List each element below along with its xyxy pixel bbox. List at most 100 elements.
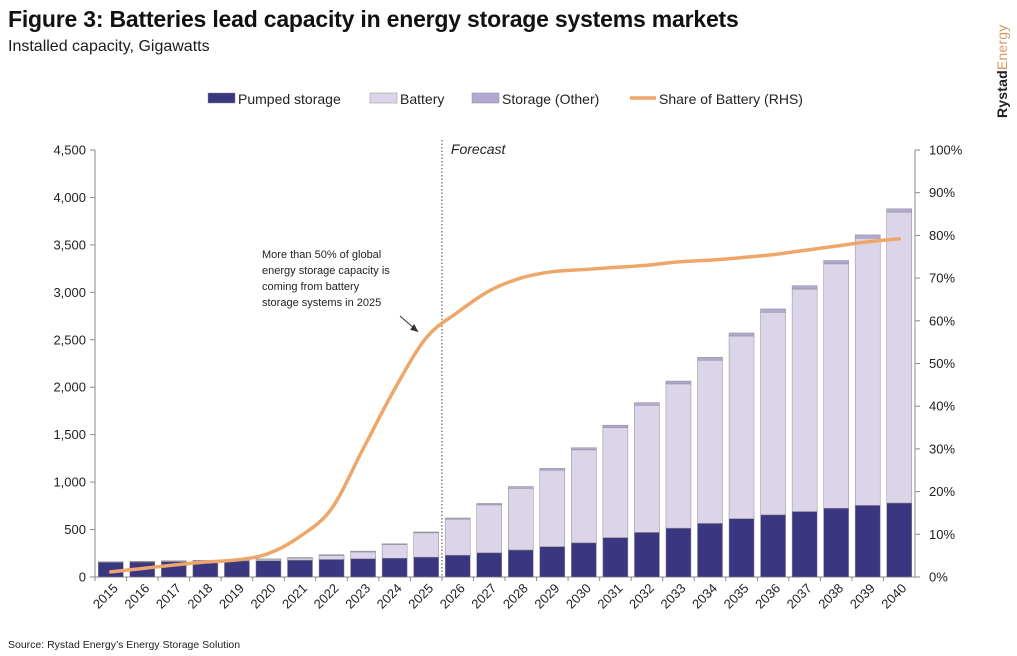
x-tick-label: 2016: [121, 581, 152, 612]
bar-pumped-storage-2020: [255, 560, 282, 578]
legend-label: Battery: [400, 91, 444, 107]
x-tick-label: 2032: [626, 581, 657, 612]
x-tick-label: 2031: [594, 581, 625, 612]
y-tick-label: 1,500: [53, 427, 86, 442]
bar-storage-other-2039: [854, 234, 881, 239]
bar-battery-2025: [413, 532, 439, 558]
bar-storage-other-2028: [508, 486, 534, 489]
bar-storage-other-2023: [350, 550, 376, 553]
bar-pumped-storage-2037: [791, 511, 818, 578]
bar-storage-other-2029: [539, 468, 566, 471]
bar-pumped-storage-2032: [634, 532, 660, 578]
legend-swatch: [471, 92, 500, 104]
bar-battery-2029: [539, 470, 566, 547]
x-tick-label: 2025: [405, 581, 436, 612]
x-tick-label: 2033: [658, 581, 689, 612]
y-tick-label: 1,000: [53, 475, 86, 490]
x-tick-label: 2017: [153, 581, 184, 612]
chart-title: Figure 3: Batteries lead capacity in ene…: [8, 6, 739, 32]
bar-pumped-storage-2033: [665, 527, 692, 578]
legend-swatch: [369, 92, 398, 104]
legend-item-share-of-battery-rhs: Share of Battery (RHS): [630, 91, 803, 107]
bar-battery-2032: [634, 405, 660, 533]
bar-pumped-storage-2025: [413, 556, 439, 578]
x-tick-label: 2027: [468, 581, 499, 612]
legend-label: Share of Battery (RHS): [659, 91, 803, 107]
x-tick-label: 2040: [878, 581, 909, 612]
forecast-label: Forecast: [451, 141, 507, 157]
y-tick-label: 3,000: [53, 285, 86, 300]
bar-pumped-storage-2028: [508, 549, 534, 578]
bar-battery-2034: [697, 359, 723, 524]
bar-pumped-storage-2029: [539, 546, 566, 578]
bar-battery-2023: [350, 551, 376, 560]
bar-battery-2036: [760, 312, 786, 516]
bar-pumped-storage-2040: [886, 502, 912, 578]
y2-tick-label: 70%: [929, 271, 955, 286]
y2-tick-label: 50%: [929, 356, 955, 371]
x-tick-label: 2023: [342, 581, 373, 612]
bar-pumped-storage-2024: [381, 557, 408, 578]
bar-storage-other-2025: [413, 531, 439, 534]
chart-subtitle: Installed capacity, Gigawatts: [8, 38, 210, 55]
x-tick-label: 2036: [752, 581, 783, 612]
x-tick-label: 2020: [248, 581, 279, 612]
bar-pumped-storage-2036: [760, 514, 786, 578]
bar-pumped-storage-2031: [602, 537, 629, 578]
legend-swatch: [207, 92, 236, 104]
bar-storage-other-2037: [791, 285, 818, 290]
y-tick-label: 4,500: [53, 143, 86, 158]
bar-battery-2035: [728, 335, 755, 519]
bar-pumped-storage-2030: [571, 542, 597, 578]
bar-storage-other-2035: [728, 332, 755, 337]
bar-battery-2033: [665, 383, 692, 529]
y2-tick-label: 40%: [929, 399, 955, 414]
annotation-text-line: coming from battery: [262, 281, 360, 293]
bar-storage-other-2036: [760, 308, 786, 313]
y2-tick-label: 90%: [929, 185, 955, 200]
annotation-group: More than 50% of global energy storage ca…: [262, 249, 419, 333]
legend-label: Storage (Other): [502, 91, 599, 107]
y2-tick-label: 80%: [929, 228, 955, 243]
bar-battery-2030: [571, 449, 597, 544]
bar-pumped-storage-2035: [728, 518, 755, 578]
y2-tick-label: 20%: [929, 484, 955, 499]
x-tick-label: 2029: [531, 581, 562, 612]
x-tick-label: 2038: [815, 581, 846, 612]
y-tick-label: 500: [64, 522, 86, 537]
y2-tick-label: 30%: [929, 441, 955, 456]
legend-item-storage-other: Storage (Other): [471, 91, 599, 107]
y2-tick-label: 100%: [929, 143, 963, 158]
bar-pumped-storage-2023: [350, 558, 376, 578]
x-tick-label: 2024: [374, 581, 405, 612]
legend-item-battery: Battery: [369, 91, 444, 107]
x-tick-label: 2039: [847, 581, 878, 612]
bar-pumped-storage-2019: [224, 560, 250, 578]
x-tick-label: 2022: [311, 581, 342, 612]
bar-storage-other-2033: [665, 380, 692, 385]
bar-storage-other-2027: [476, 503, 502, 506]
annotation-text-line: storage systems in 2025: [262, 297, 381, 309]
x-tick-label: 2026: [437, 581, 468, 612]
bar-storage-other-2026: [444, 517, 471, 520]
y-axis-right-ticks: 0% 10% 20% 30% 40% 50% 60% 70% 80% 90% 100%: [915, 143, 963, 585]
annotation-text-line: energy storage capacity is: [262, 265, 390, 277]
y-tick-label: 2,000: [53, 380, 86, 395]
bar-battery-2038: [823, 263, 849, 509]
bar-pumped-storage-2021: [287, 559, 313, 578]
bar-battery-2037: [791, 288, 818, 512]
bar-battery-2028: [508, 488, 534, 551]
x-tick-label: 2015: [90, 581, 121, 612]
x-tick-label: 2018: [184, 581, 215, 612]
legend-item-pumped-storage: Pumped storage: [207, 91, 341, 107]
x-tick-label: 2035: [721, 581, 752, 612]
bar-battery-2024: [381, 544, 408, 559]
annotation-text-line: More than 50% of global: [262, 249, 381, 261]
y-tick-label: 4,000: [53, 190, 86, 205]
bar-battery-2027: [476, 504, 502, 554]
bar-storage-other-2030: [571, 447, 597, 451]
bar-storage-other-2024: [381, 543, 408, 545]
y-axis-left-ticks: 0 500 1,000 1,500 2,000 2,500 3,000 3,500 4,000 4…: [53, 143, 95, 585]
source-note: Source: Rystad Energy’s Energy Storage S…: [8, 639, 241, 651]
